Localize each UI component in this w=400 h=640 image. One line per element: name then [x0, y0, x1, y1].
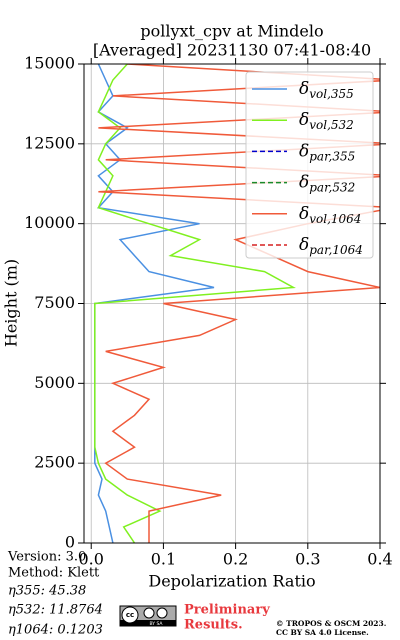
- x-tick-label: 0.0: [78, 550, 103, 569]
- chart-subtitle: [Averaged] 20231130 07:41-08:40: [93, 41, 371, 60]
- eta-1064: η1064: 0.1203: [8, 623, 103, 638]
- x-tick-label: 0.1: [151, 550, 176, 569]
- eta-355: η355: 45.38: [8, 584, 86, 599]
- method: Method: Klett: [8, 566, 100, 581]
- badge-strip: [120, 620, 176, 626]
- preliminary-1: Preliminary: [184, 603, 270, 618]
- legend-box: [245, 71, 374, 259]
- y-tick-label: 5000: [34, 373, 75, 392]
- legend-label: δpar,532: [299, 172, 355, 194]
- chart-title: pollyxt_cpv at Mindelo: [140, 22, 323, 41]
- badge-by-icon: [143, 607, 155, 619]
- version: Version: 3.0: [7, 550, 86, 565]
- copyright-1: © TROPOS & OSCM 2023.: [276, 619, 386, 628]
- x-tick-label: 0.4: [367, 550, 392, 569]
- y-tick-label: 7500: [34, 293, 75, 312]
- legend-label: δvol,355: [299, 79, 354, 101]
- badge-by-sa: BY SA: [149, 621, 163, 627]
- x-tick-label: 0.3: [295, 550, 320, 569]
- x-axis-label: Depolarization Ratio: [148, 572, 315, 591]
- profile-line: [94, 64, 296, 543]
- legend-label: δpar,355: [299, 141, 355, 163]
- profile-line: [98, 64, 380, 543]
- legend-label: δvol,532: [299, 110, 354, 132]
- y-tick-label: 12500: [24, 133, 75, 152]
- license-badge: cc BY SA: [119, 605, 177, 627]
- y-axis-label: Height (m): [2, 259, 21, 347]
- legend-label: δpar,1064: [299, 235, 363, 257]
- ticks: 0.0 0.1 0.2 0.3 0.4 0 2500 5000 7500 10000 12500 15…: [24, 54, 393, 569]
- x-tick-label: 0.2: [223, 550, 248, 569]
- badge-sa-icon: [156, 607, 168, 619]
- badge-circle: [121, 606, 139, 624]
- eta-532: η532: 11.8764: [8, 603, 103, 618]
- copyright-2: CC BY SA 4.0 License.: [276, 628, 369, 637]
- legend: δvol,355 δvol,532 δpar,355 δpar,532 δvol,106…: [245, 71, 374, 259]
- y-tick-label: 15000: [24, 54, 75, 73]
- y-tick-label: 10000: [24, 213, 75, 232]
- legend-label: δvol,1064: [299, 203, 361, 225]
- badge-cc: cc: [126, 611, 134, 619]
- y-tick-label: 2500: [34, 453, 75, 472]
- y-tick-label: 0: [65, 533, 75, 552]
- plot-lines: [94, 64, 380, 543]
- preliminary-2: Results.: [184, 618, 243, 633]
